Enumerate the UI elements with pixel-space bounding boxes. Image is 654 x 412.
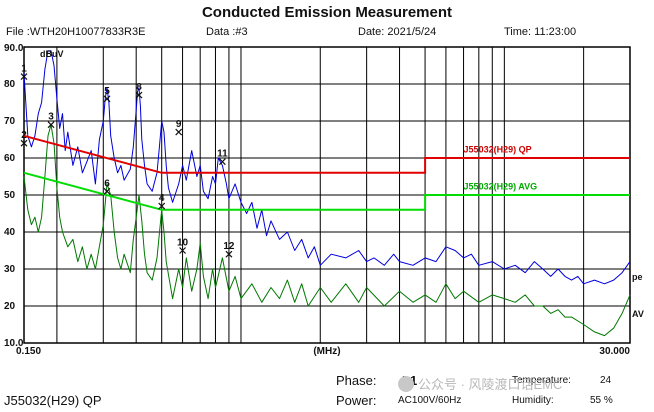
limit-name: J55032(H29) QP [4, 393, 102, 408]
x-tick-label: 30.000 [599, 346, 630, 357]
data-id: Data :#3 [206, 26, 248, 38]
marker-label: 5 [104, 86, 110, 97]
marker-cross [103, 95, 111, 103]
marker-label: 8 [136, 82, 142, 93]
marker-10: 10 [177, 238, 189, 254]
marker-3: 3 [47, 112, 55, 129]
x-axis-label: (MHz) [313, 346, 340, 357]
marker-11: 11 [217, 149, 228, 166]
limit-avg-line [23, 171, 630, 211]
temperature-value: 24 [600, 375, 612, 386]
watermark: 公众号 · 风陵渡口话EMC [398, 374, 562, 393]
humidity-label: Humidity: [512, 395, 554, 406]
series-peak-line [23, 50, 631, 285]
marker-label: 12 [223, 241, 235, 252]
marker-label: 1 [21, 64, 27, 75]
line-label-j55032-h29-avg: J55032(H29) AVG [464, 181, 538, 191]
watermark-text: 公众号 · 风陵渡口话EMC [418, 377, 563, 392]
marker-cross [179, 247, 186, 254]
measurement-date: Date: 2021/5/24 [358, 26, 437, 38]
marker-8: 8 [135, 82, 143, 99]
marker-label: 11 [217, 149, 228, 160]
marker-label: 6 [104, 178, 110, 189]
x-tick-label: 0.150 [16, 346, 41, 357]
power-value: AC100V/60Hz [398, 395, 462, 406]
series-avg-line [23, 124, 631, 337]
marker-6: 6 [103, 178, 111, 195]
chart-title: Conducted Emission Measurement [201, 4, 453, 21]
marker-1: 1 [20, 64, 28, 81]
marker-cross [225, 250, 233, 258]
marker-cross [20, 139, 28, 147]
marker-cross [175, 128, 183, 136]
limit-qp-line [23, 134, 630, 174]
humidity-value: 55 % [590, 395, 613, 406]
marker-5: 5 [103, 86, 111, 103]
marker-label: 3 [48, 112, 54, 123]
marker-2: 2 [20, 130, 28, 147]
y-tick-label: 10.0 [4, 338, 24, 349]
line-label-av: AV [632, 309, 644, 319]
marker-label: 2 [21, 130, 27, 141]
marker-cross [158, 202, 166, 210]
line-label-j55032-h29-qp: J55032(H29) QP [464, 144, 532, 154]
y-tick-label: 40 [4, 227, 16, 238]
y-tick-label: 80 [4, 79, 16, 90]
y-tick-label: 30 [4, 264, 16, 275]
phase-label: Phase: [336, 373, 377, 388]
marker-label: 4 [159, 193, 165, 204]
marker-12: 12 [223, 241, 235, 258]
power-label: Power: [336, 393, 377, 408]
marker-cross [218, 158, 226, 166]
marker-4: 4 [158, 193, 166, 210]
marker-9: 9 [175, 119, 183, 136]
marker-label: 9 [176, 119, 182, 130]
marker-cross [20, 73, 28, 81]
file-name: File :WTH20H10077833R3E [6, 26, 146, 38]
y-tick-label: 60 [4, 153, 16, 164]
marker-cross [135, 91, 143, 99]
marker-label: 10 [177, 238, 189, 249]
y-tick-label: 50 [4, 190, 16, 201]
wechat-icon [398, 376, 414, 392]
line-label-pe: pe [632, 272, 643, 282]
y-tick-label: 70 [4, 116, 16, 127]
y-tick-label: 20 [4, 301, 16, 312]
temperature-label: Temperature: [512, 375, 571, 386]
marker-cross [47, 121, 55, 129]
measurement-time: Time: 11:23:00 [504, 26, 577, 38]
y-tick-label: 90.0 [4, 43, 24, 54]
y-axis-label: dBuV [40, 49, 64, 59]
marker-cross [103, 187, 111, 195]
